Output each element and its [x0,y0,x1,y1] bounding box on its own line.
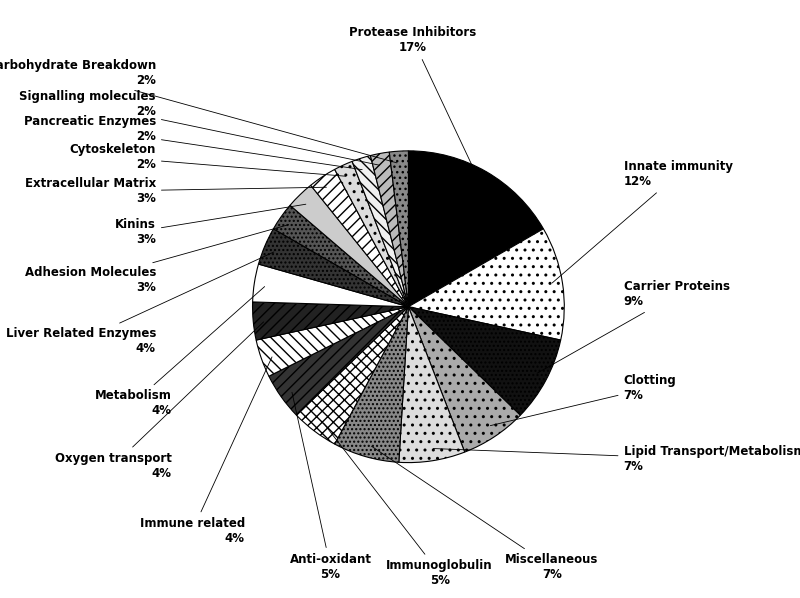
Text: Liver Related Enzymes
4%: Liver Related Enzymes 4% [6,252,274,355]
Wedge shape [310,169,409,307]
Text: Metabolism
4%: Metabolism 4% [94,286,265,417]
Wedge shape [409,229,564,340]
Text: Adhesion Molecules
3%: Adhesion Molecules 3% [25,225,289,294]
Wedge shape [297,307,409,444]
Wedge shape [390,151,409,307]
Text: Kinins
3%: Kinins 3% [115,205,306,246]
Text: Protease Inhibitors
17%: Protease Inhibitors 17% [350,26,479,180]
Text: Innate immunity
12%: Innate immunity 12% [552,160,733,283]
Wedge shape [409,151,543,307]
Wedge shape [269,307,409,415]
Wedge shape [409,307,561,415]
Text: Clotting
7%: Clotting 7% [490,374,676,426]
Wedge shape [256,307,409,376]
Wedge shape [258,229,409,307]
Text: Anti-oxidant
5%: Anti-oxidant 5% [290,392,371,581]
Text: Carbohydrate Breakdown
2%: Carbohydrate Breakdown 2% [0,59,397,163]
Text: Pancreatic Enzymes
2%: Pancreatic Enzymes 2% [24,115,362,170]
Wedge shape [253,264,409,307]
Text: Miscellaneous
7%: Miscellaneous 7% [371,446,598,581]
Text: Oxygen transport
4%: Oxygen transport 4% [54,322,264,480]
Wedge shape [352,155,409,307]
Wedge shape [290,185,409,307]
Text: Immune related
4%: Immune related 4% [139,357,272,545]
Wedge shape [399,307,465,463]
Text: Extracellular Matrix
3%: Extracellular Matrix 3% [25,178,326,205]
Wedge shape [334,307,409,462]
Text: Immunoglobulin
5%: Immunoglobulin 5% [324,423,493,587]
Wedge shape [253,302,409,340]
Wedge shape [274,205,409,307]
Wedge shape [334,161,409,307]
Text: Carrier Proteins
9%: Carrier Proteins 9% [537,280,730,373]
Text: Lipid Transport/Metabolism
7%: Lipid Transport/Metabolism 7% [433,446,800,474]
Wedge shape [409,307,520,452]
Wedge shape [370,152,409,307]
Text: Signalling molecules
2%: Signalling molecules 2% [19,90,379,165]
Text: Cytoskeleton
2%: Cytoskeleton 2% [70,143,346,176]
